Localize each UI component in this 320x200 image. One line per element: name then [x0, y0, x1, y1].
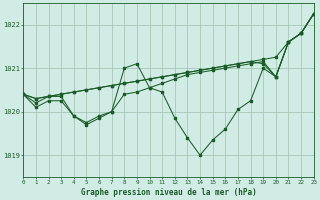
X-axis label: Graphe pression niveau de la mer (hPa): Graphe pression niveau de la mer (hPa) — [81, 188, 256, 197]
